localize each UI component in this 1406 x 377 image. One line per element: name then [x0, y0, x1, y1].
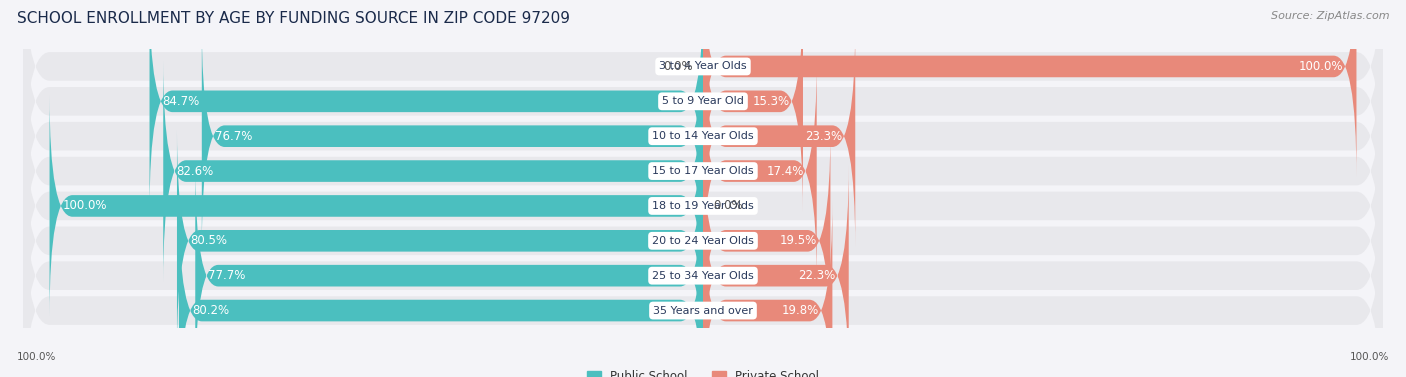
Text: 100.0%: 100.0% [17, 352, 56, 362]
FancyBboxPatch shape [24, 46, 1382, 296]
Text: 10 to 14 Year Olds: 10 to 14 Year Olds [652, 131, 754, 141]
Text: Source: ZipAtlas.com: Source: ZipAtlas.com [1271, 11, 1389, 21]
FancyBboxPatch shape [24, 0, 1382, 192]
Text: 0.0%: 0.0% [664, 60, 693, 73]
FancyBboxPatch shape [195, 164, 703, 377]
Text: 23.3%: 23.3% [806, 130, 842, 143]
Legend: Public School, Private School: Public School, Private School [586, 371, 820, 377]
FancyBboxPatch shape [703, 60, 817, 282]
Text: 18 to 19 Year Olds: 18 to 19 Year Olds [652, 201, 754, 211]
Text: 25 to 34 Year Olds: 25 to 34 Year Olds [652, 271, 754, 281]
FancyBboxPatch shape [703, 0, 1357, 178]
FancyBboxPatch shape [177, 130, 703, 352]
FancyBboxPatch shape [24, 185, 1382, 377]
Text: 15 to 17 Year Olds: 15 to 17 Year Olds [652, 166, 754, 176]
Text: 80.5%: 80.5% [190, 234, 226, 247]
FancyBboxPatch shape [24, 116, 1382, 366]
FancyBboxPatch shape [163, 60, 703, 282]
Text: 100.0%: 100.0% [1299, 60, 1343, 73]
Text: 19.8%: 19.8% [782, 304, 820, 317]
FancyBboxPatch shape [703, 164, 849, 377]
Text: 77.7%: 77.7% [208, 269, 246, 282]
FancyBboxPatch shape [202, 25, 703, 247]
FancyBboxPatch shape [703, 0, 803, 213]
Text: 84.7%: 84.7% [163, 95, 200, 108]
FancyBboxPatch shape [24, 11, 1382, 261]
Text: 5 to 9 Year Old: 5 to 9 Year Old [662, 96, 744, 106]
FancyBboxPatch shape [703, 25, 855, 247]
FancyBboxPatch shape [703, 199, 832, 377]
Text: 22.3%: 22.3% [799, 269, 835, 282]
FancyBboxPatch shape [703, 130, 831, 352]
Text: 3 to 4 Year Olds: 3 to 4 Year Olds [659, 61, 747, 72]
FancyBboxPatch shape [24, 150, 1382, 377]
Text: 19.5%: 19.5% [780, 234, 817, 247]
FancyBboxPatch shape [49, 95, 703, 317]
Text: 80.2%: 80.2% [193, 304, 229, 317]
Text: SCHOOL ENROLLMENT BY AGE BY FUNDING SOURCE IN ZIP CODE 97209: SCHOOL ENROLLMENT BY AGE BY FUNDING SOUR… [17, 11, 569, 26]
Text: 100.0%: 100.0% [63, 199, 107, 212]
FancyBboxPatch shape [24, 81, 1382, 331]
Text: 15.3%: 15.3% [752, 95, 790, 108]
FancyBboxPatch shape [24, 0, 1382, 227]
Text: 82.6%: 82.6% [176, 165, 214, 178]
Text: 76.7%: 76.7% [215, 130, 252, 143]
FancyBboxPatch shape [149, 0, 703, 213]
Text: 17.4%: 17.4% [766, 165, 804, 178]
FancyBboxPatch shape [179, 199, 703, 377]
Text: 0.0%: 0.0% [713, 199, 742, 212]
Text: 35 Years and over: 35 Years and over [652, 305, 754, 316]
Text: 100.0%: 100.0% [1350, 352, 1389, 362]
Text: 20 to 24 Year Olds: 20 to 24 Year Olds [652, 236, 754, 246]
